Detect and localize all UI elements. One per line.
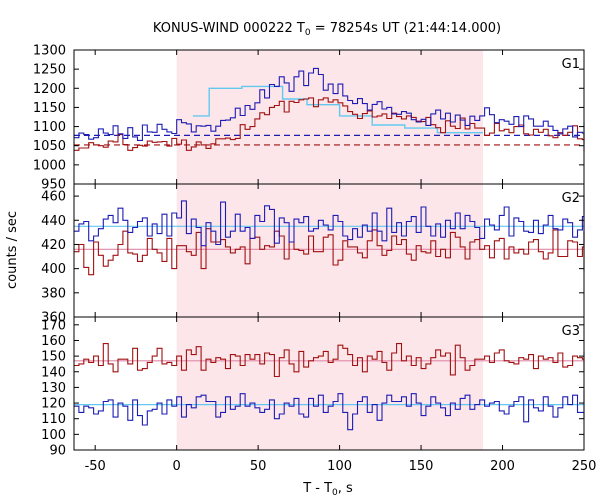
chart-title-subscript: 0: [305, 28, 311, 38]
x-tick-label: 150: [409, 459, 434, 474]
x-tick-label: 0: [173, 459, 181, 474]
x-tick-label: -50: [85, 459, 106, 474]
y-tick-label: 420: [41, 238, 66, 253]
y-tick-label: 1100: [33, 120, 66, 135]
plot-area: 9501000105011001150120012501300G13603804…: [33, 44, 597, 475]
y-tick-label: 1000: [33, 158, 66, 173]
y-tick-label: 400: [41, 262, 66, 277]
chart-title-main: KONUS-WIND 000222 T: [153, 21, 305, 36]
y-tick-label: 1200: [33, 82, 66, 97]
x-axis-label-main: T - T: [302, 481, 332, 496]
y-tick-label: 170: [41, 318, 66, 333]
x-axis-label: T - T0, s: [302, 481, 353, 498]
panel-label: G3: [562, 324, 580, 339]
panel-label: G2: [562, 191, 580, 206]
chart-title-rest: = 78254s UT (21:44:14.000): [311, 21, 501, 36]
panel-g1: 950 1000 1050 1100 1150 1200 1250 1300 G1: [33, 44, 585, 193]
y-tick-label: 360: [41, 311, 66, 326]
y-tick-label: 150: [41, 350, 66, 365]
y-tick-label: 950: [41, 178, 66, 193]
x-tick-label: 50: [250, 459, 267, 474]
y-tick-label: 90: [49, 444, 66, 459]
y-tick-label: 440: [41, 214, 66, 229]
y-tick-label: 1250: [33, 63, 66, 78]
y-tick-label: 460: [41, 190, 66, 205]
x-tick-label: 200: [490, 459, 515, 474]
y-tick-label: 1300: [33, 44, 66, 59]
x-tick-label: 100: [327, 459, 352, 474]
y-tick-label: 380: [41, 286, 66, 301]
series-coarse-envelope: [192, 85, 483, 134]
y-tick-label: 140: [41, 365, 66, 380]
panel-label: G1: [562, 57, 580, 72]
chart-title: KONUS-WIND 000222 T0 = 78254s UT (21:44:…: [153, 21, 501, 38]
y-tick-label: 1050: [33, 139, 66, 154]
svg-text:KONUS-WIND 000222 T0 = 78254s: KONUS-WIND 000222 T0 = 78254s UT (21:44:…: [153, 21, 501, 38]
y-tick-label: 1150: [33, 101, 66, 116]
y-tick-label: 100: [41, 428, 66, 443]
y-tick-label: 120: [41, 397, 66, 412]
x-tick-label: 250: [572, 459, 597, 474]
x-axis-label-subscript: 0: [332, 488, 338, 498]
y-axis-label: counts / sec: [5, 211, 20, 289]
y-tick-label: 130: [41, 381, 66, 396]
y-tick-label: 160: [41, 334, 66, 349]
y-tick-label: 110: [41, 412, 66, 427]
panel-frame: [73, 316, 585, 451]
x-axis-label-rest: , s: [338, 481, 353, 496]
shaded-interval: [176, 50, 483, 450]
